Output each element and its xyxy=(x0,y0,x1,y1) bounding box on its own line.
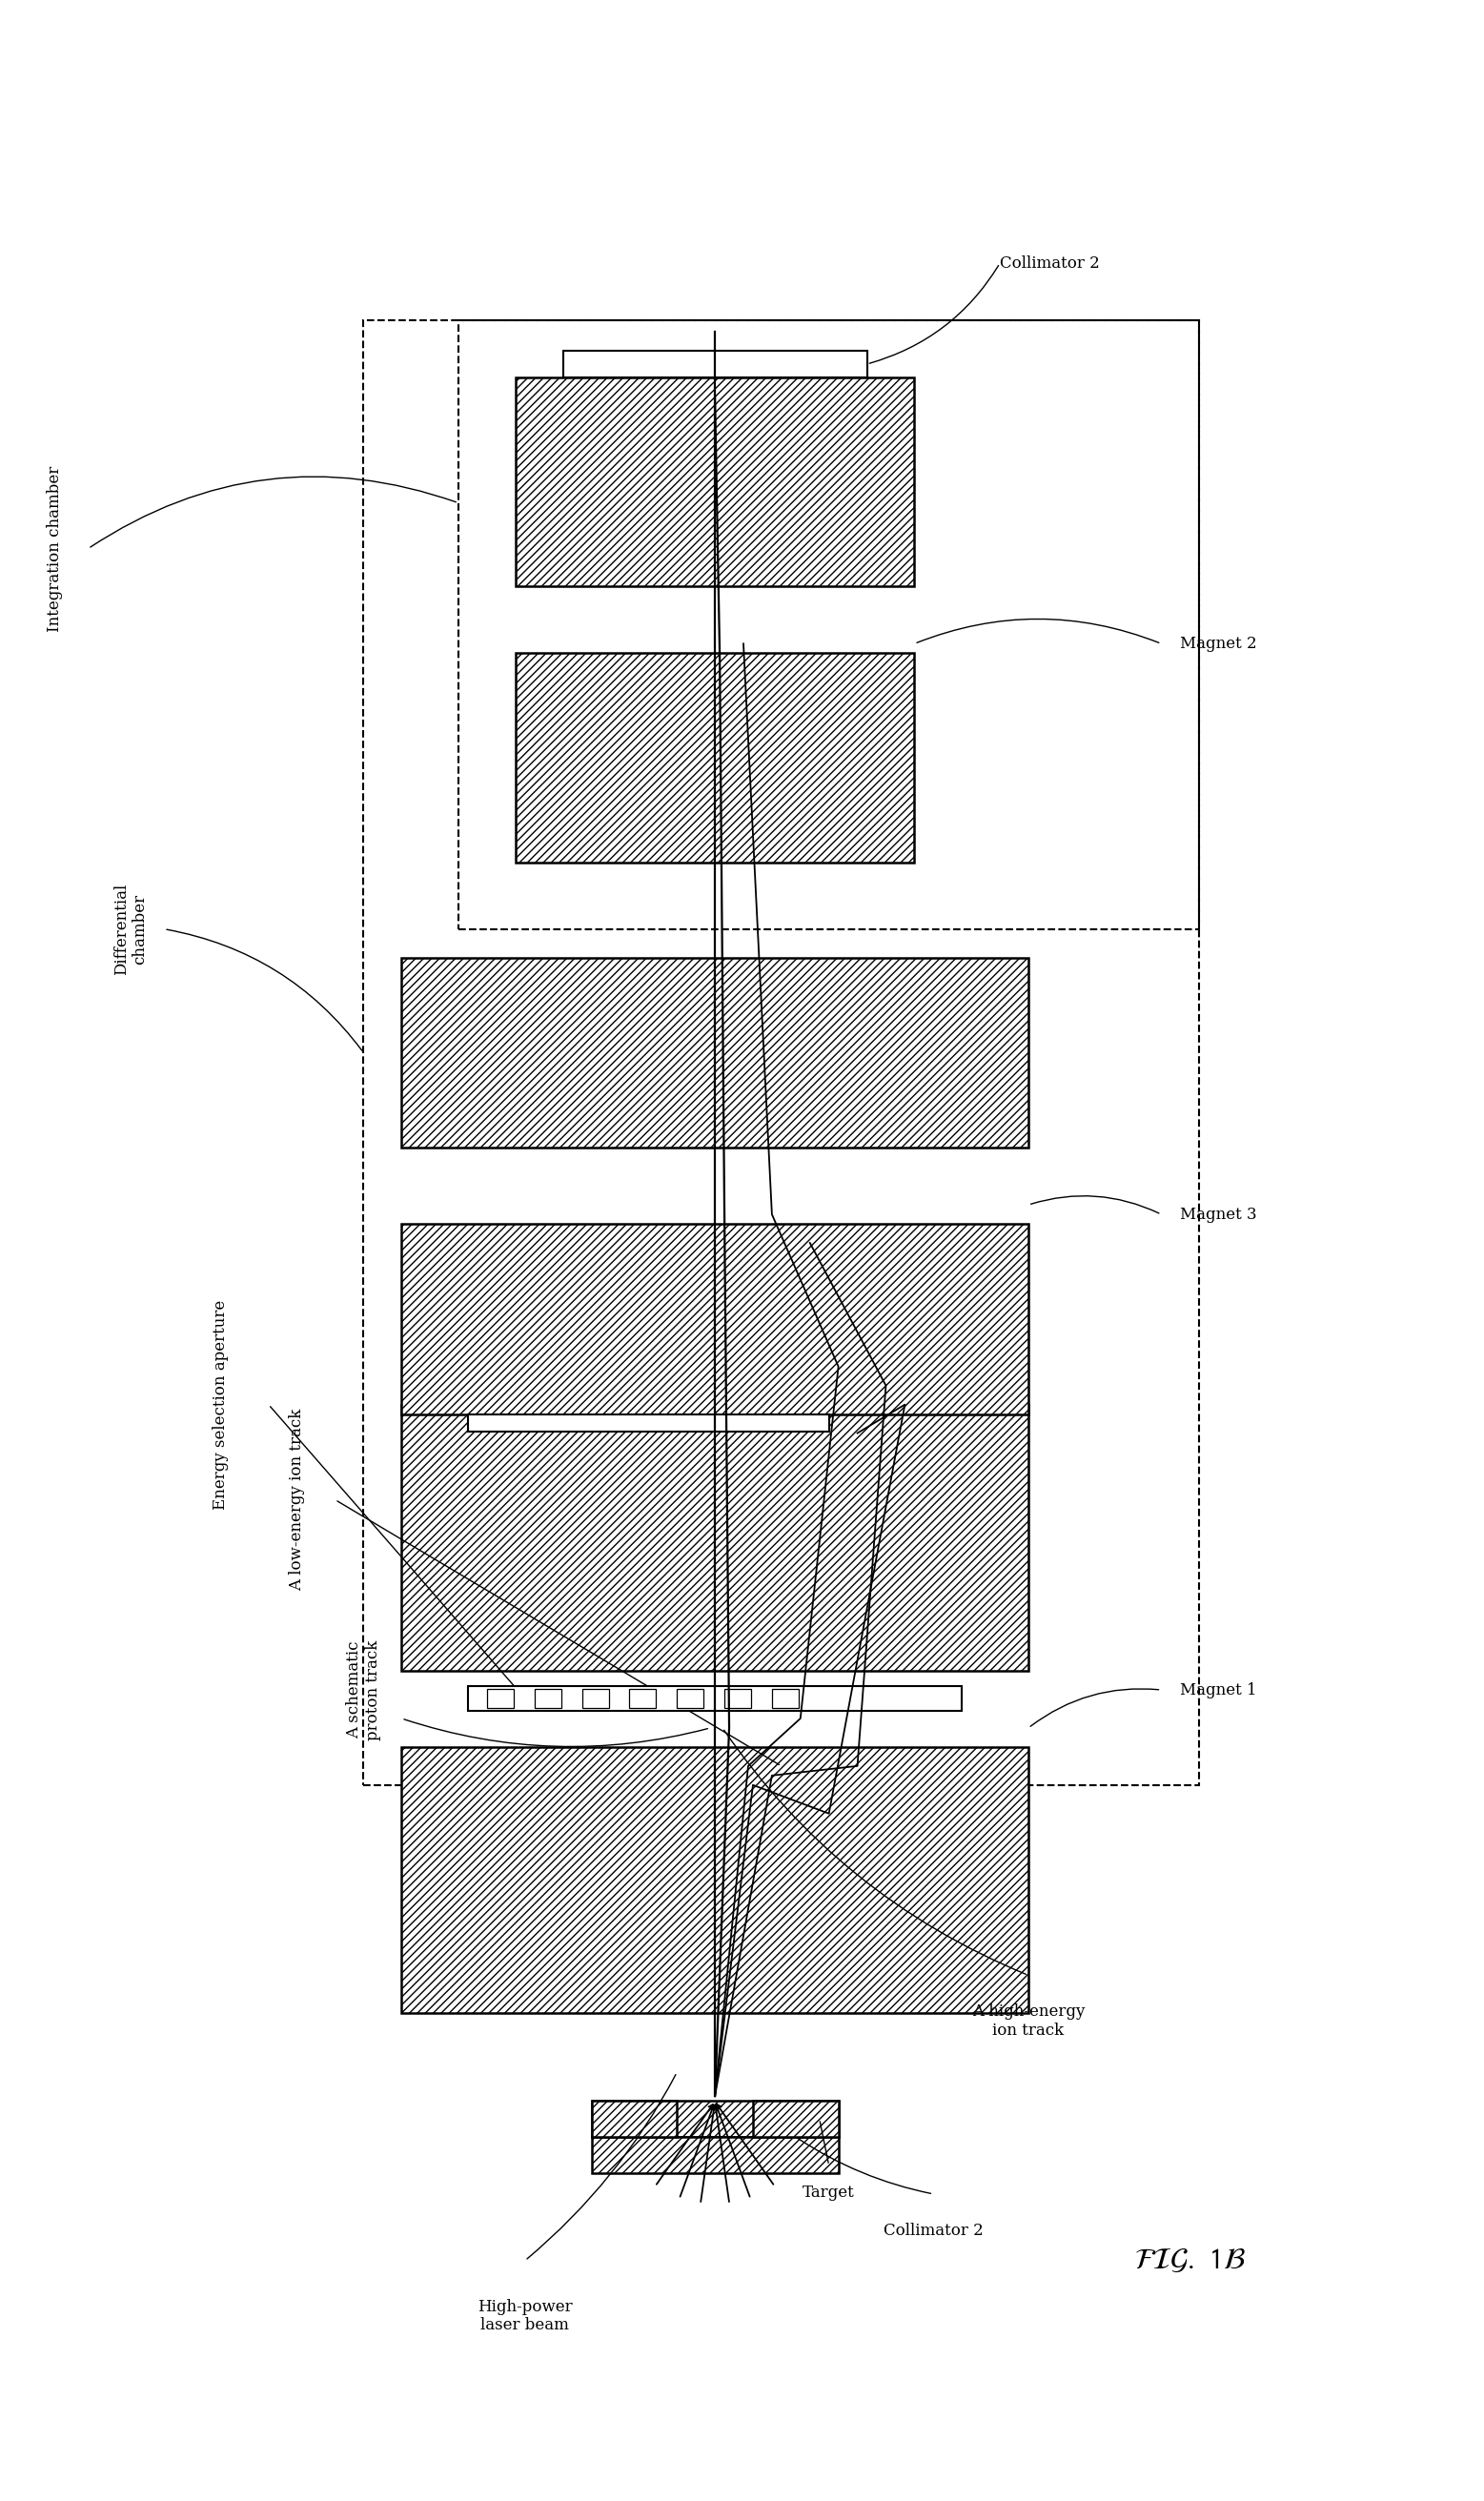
Bar xyxy=(402,1748,1028,2013)
Bar xyxy=(592,2136,838,2173)
Bar xyxy=(487,1688,513,1708)
Text: Integration chamber: Integration chamber xyxy=(47,465,62,633)
Text: A high-energy
ion track: A high-energy ion track xyxy=(972,2003,1085,2038)
Bar xyxy=(515,378,914,588)
Text: A schematic
proton track: A schematic proton track xyxy=(346,1641,381,1741)
Bar xyxy=(592,2101,677,2136)
Text: A low-energy ion track: A low-energy ion track xyxy=(289,1408,306,1591)
Text: Collimator 2: Collimator 2 xyxy=(1000,255,1100,270)
Bar xyxy=(515,653,914,863)
Bar xyxy=(534,1688,561,1708)
Bar xyxy=(677,1688,703,1708)
Text: Magnet 1: Magnet 1 xyxy=(1180,1681,1257,1698)
Bar xyxy=(364,320,1199,1786)
Bar xyxy=(402,1406,1028,1671)
Bar xyxy=(459,320,1199,928)
Bar xyxy=(772,1688,798,1708)
Text: Magnet 3: Magnet 3 xyxy=(1180,1205,1257,1223)
Text: Collimator 2: Collimator 2 xyxy=(883,2223,984,2238)
Text: Differential
chamber: Differential chamber xyxy=(113,883,148,975)
Text: Energy selection aperture: Energy selection aperture xyxy=(214,1301,229,1511)
Bar xyxy=(402,958,1028,1148)
Text: Target: Target xyxy=(803,2183,855,2201)
Bar xyxy=(629,1688,656,1708)
Bar xyxy=(562,350,867,378)
Bar xyxy=(724,1688,751,1708)
Text: High-power
laser beam: High-power laser beam xyxy=(478,2298,573,2333)
Text: Magnet 2: Magnet 2 xyxy=(1180,635,1257,653)
Bar xyxy=(582,1688,608,1708)
Text: $\mathcal{FIG.\ 1B}$: $\mathcal{FIG.\ 1B}$ xyxy=(1134,2246,1245,2276)
Bar xyxy=(402,1223,1028,1413)
Bar xyxy=(467,1686,962,1711)
Bar xyxy=(592,2101,838,2136)
Bar xyxy=(752,2101,838,2136)
Bar xyxy=(467,1413,830,1431)
